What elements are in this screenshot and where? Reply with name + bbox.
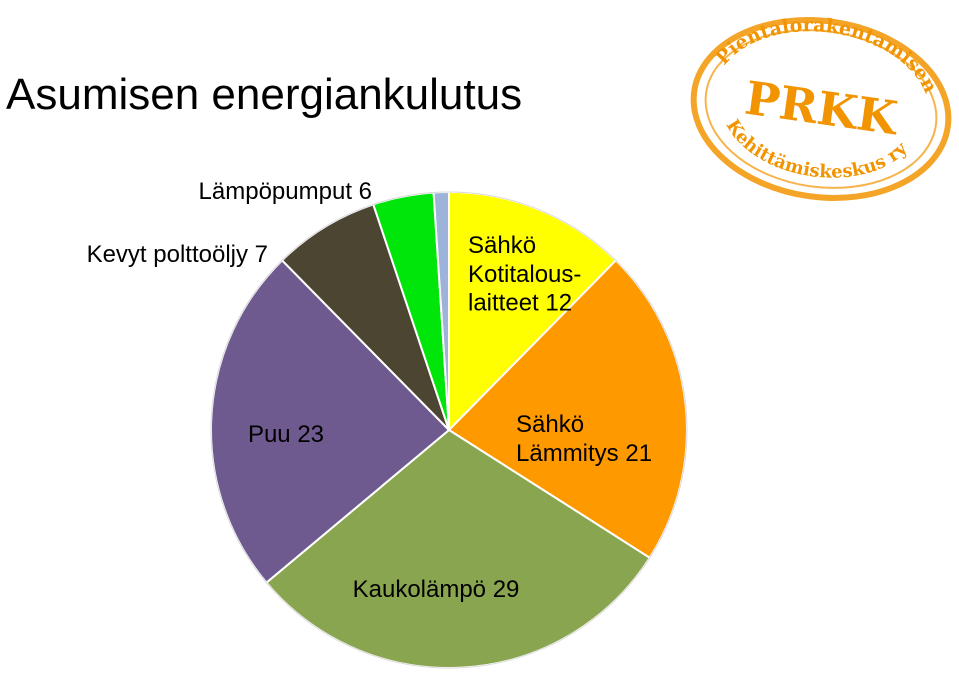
slice-label-line: Sähkö bbox=[468, 232, 536, 259]
slice-label-line: Lämmitys 21 bbox=[516, 440, 652, 467]
pie-outline bbox=[210, 191, 688, 669]
slice-label-line: Sähkö bbox=[516, 411, 584, 438]
slice-label-6: Lämpöpumput 6 bbox=[199, 178, 372, 205]
slice-label-4: Puu 23 bbox=[248, 421, 324, 448]
chart-title: Asumisen energiankulutus bbox=[6, 70, 523, 119]
slice-label-line: Lämpöpumput 6 bbox=[199, 178, 372, 205]
slice-label-line: Kaukolämpö 29 bbox=[353, 576, 520, 603]
slice-label-1: Sähkö Kotitalous-laitteet 12 bbox=[468, 232, 581, 317]
prkk-logo: Pientalorakentamisen Kehittämiskeskus ry… bbox=[690, 4, 952, 201]
slice-label-3: Kaukolämpö 29 bbox=[353, 576, 520, 603]
slice-label-line: Puu 23 bbox=[248, 421, 324, 448]
slice-label-line: Kotitalous- bbox=[468, 261, 581, 288]
slice-label-line: laitteet 12 bbox=[468, 290, 572, 317]
slice-label-line: Kevyt polttoöljy 7 bbox=[87, 241, 268, 268]
slice-label-2: Sähkö Lämmitys 21 bbox=[516, 411, 652, 467]
slice-label-5: Kevyt polttoöljy 7 bbox=[87, 241, 268, 268]
